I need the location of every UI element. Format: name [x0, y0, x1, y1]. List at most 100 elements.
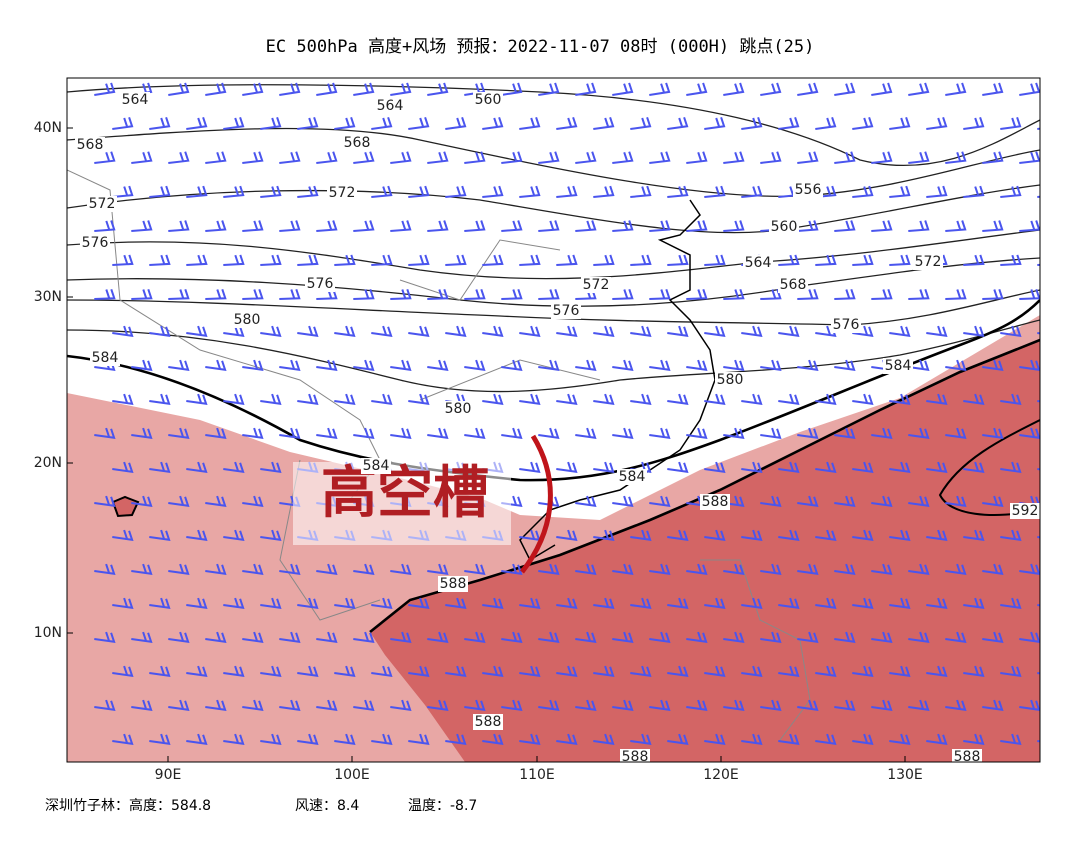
- wind-barb: [131, 288, 153, 300]
- wind-barb: [834, 631, 856, 644]
- wind-barb: [445, 116, 467, 130]
- wind-barb: [168, 82, 190, 96]
- wind-barb: [501, 82, 523, 96]
- wind-barb: [982, 359, 1004, 372]
- wind-barb: [242, 359, 264, 372]
- wind-barb: [186, 665, 208, 678]
- contour-label-bg: [232, 312, 262, 328]
- wind-barb: [667, 393, 689, 406]
- wind-barb: [501, 151, 523, 164]
- wind-barb: [186, 461, 208, 474]
- wind-barb: [538, 82, 560, 96]
- wind-barb: [704, 254, 726, 266]
- wind-barb: [482, 325, 504, 338]
- wind-barb: [205, 288, 227, 300]
- wind-barb: [926, 393, 948, 406]
- wind-barb: [390, 220, 412, 232]
- wind-barb: [723, 220, 745, 232]
- y-tick-label: 10N: [34, 625, 62, 641]
- wind-barb: [630, 185, 652, 198]
- wind-barb: [519, 461, 541, 474]
- wind-barb: [815, 254, 837, 266]
- wind-barb: [649, 82, 671, 96]
- wind-barb: [686, 359, 708, 372]
- wind-barb: [982, 82, 1004, 96]
- wind-barb: [945, 699, 967, 712]
- wind-barb: [926, 665, 948, 678]
- wind-barb: [297, 325, 319, 338]
- wind-barb: [556, 325, 578, 338]
- wind-barb: [482, 597, 504, 610]
- wind-barb: [445, 733, 467, 746]
- wind-barb: [667, 597, 689, 610]
- wind-barb: [316, 563, 338, 576]
- contour-label-bg: [913, 254, 943, 270]
- wind-barb: [168, 151, 190, 164]
- wind-barb: [427, 427, 449, 440]
- wind-barb: [945, 82, 967, 96]
- plot-frame: [66, 77, 1041, 763]
- wind-barb: [260, 597, 282, 610]
- wind-barb: [556, 597, 578, 610]
- wind-barb: [149, 254, 171, 266]
- wind-barb: [186, 597, 208, 610]
- wind-barb: [260, 393, 282, 406]
- wind-barb: [834, 699, 856, 712]
- wind-barb: [205, 220, 227, 232]
- wind-barb: [223, 254, 245, 266]
- trough-mark: [520, 434, 553, 574]
- wind-barb: [575, 220, 597, 232]
- wind-barb: [279, 359, 301, 372]
- wind-barb: [408, 393, 430, 406]
- wind-barb: [408, 597, 430, 610]
- contour-label: 576: [82, 235, 109, 251]
- wind-barb: [316, 151, 338, 164]
- wind-barb: [852, 529, 874, 542]
- wind-barb: [593, 116, 615, 130]
- wind-barb: [168, 359, 190, 372]
- wind-barb: [797, 699, 819, 712]
- wind-barb: [482, 254, 504, 266]
- wind-barb: [686, 220, 708, 232]
- wind-barb: [297, 597, 319, 610]
- wind-barb: [186, 733, 208, 746]
- wind-barb: [593, 393, 615, 406]
- wind-barb: [889, 665, 911, 678]
- wind-barb: [797, 288, 819, 300]
- wind-barb: [593, 665, 615, 678]
- wind-barb: [889, 185, 911, 198]
- y-tick-label: 40N: [34, 120, 62, 136]
- wind-barb: [538, 288, 560, 300]
- wind-barb: [94, 82, 116, 96]
- wind-barb: [353, 563, 375, 576]
- wind-barb: [575, 82, 597, 96]
- footer-wind: 风速：8.4: [295, 798, 359, 814]
- wind-barb: [945, 427, 967, 440]
- wind-barb: [612, 427, 634, 440]
- wind-barb: [926, 325, 948, 338]
- contour-584: [67, 299, 1040, 482]
- wind-barb: [982, 288, 1004, 300]
- wind-barb: [704, 185, 726, 198]
- wind-barb: [408, 325, 430, 338]
- wind-barb: [501, 563, 523, 576]
- wind-barb: [501, 699, 523, 712]
- wind-barb: [723, 563, 745, 576]
- wind-barb: [723, 82, 745, 96]
- wind-barb: [353, 288, 375, 300]
- contour-label: 560: [771, 219, 798, 235]
- wind-barb: [242, 495, 264, 508]
- contour-label: 576: [553, 303, 580, 319]
- wind-barb: [279, 631, 301, 644]
- wind-barb: [963, 529, 985, 542]
- wind-barb: [556, 254, 578, 266]
- wind-barb: [297, 116, 319, 130]
- wind-barb: [945, 563, 967, 576]
- wind-barb: [1000, 116, 1022, 130]
- contour-label-bg: [375, 98, 405, 114]
- contour-label: 588: [440, 576, 467, 592]
- wind-barb: [242, 151, 264, 164]
- wind-barb: [612, 151, 634, 164]
- wind-barb: [538, 220, 560, 232]
- wind-barb: [501, 427, 523, 440]
